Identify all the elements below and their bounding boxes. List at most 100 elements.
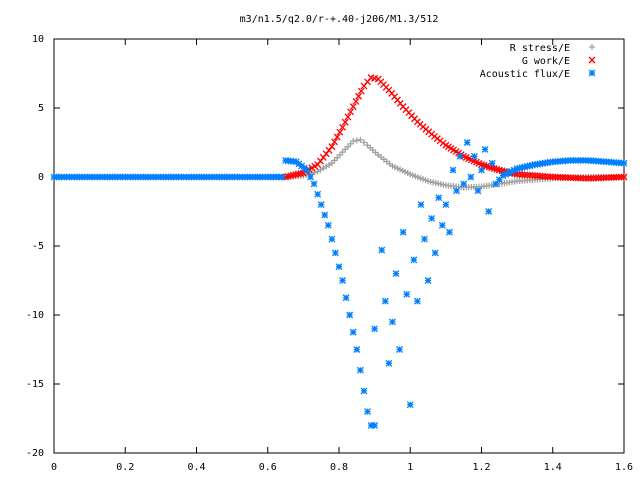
data-point bbox=[328, 143, 336, 151]
y-tick-label: -10 bbox=[26, 310, 44, 321]
data-point bbox=[307, 173, 314, 181]
data-point bbox=[507, 168, 515, 175]
y-tick-label: 5 bbox=[38, 103, 44, 114]
data-point bbox=[396, 346, 404, 353]
legend-marker bbox=[588, 56, 596, 64]
legend-marker bbox=[589, 44, 595, 50]
axes: 0 0.2 0.4 0.6 0.8 1 1.2 1.4 1.6 10 5 0 -5 -10 -15 -20 bbox=[26, 34, 633, 473]
data-point bbox=[336, 128, 344, 136]
data-point bbox=[388, 318, 396, 326]
series-star bbox=[50, 139, 628, 429]
legend-label: R stress/E bbox=[510, 43, 570, 54]
data-point bbox=[617, 173, 625, 181]
data-point bbox=[385, 359, 393, 367]
data-point bbox=[333, 133, 341, 141]
data-point bbox=[406, 401, 414, 409]
data-point bbox=[353, 137, 360, 144]
data-point bbox=[582, 174, 590, 182]
x-tick-label: 0.2 bbox=[116, 462, 134, 473]
x-tick-label: 0.4 bbox=[187, 462, 205, 473]
data-point bbox=[456, 152, 464, 160]
x-tick-label: 1.4 bbox=[544, 462, 562, 473]
data-point bbox=[378, 246, 386, 254]
data-point bbox=[505, 169, 513, 177]
data-point bbox=[445, 228, 453, 236]
y-tick-label: 0 bbox=[38, 172, 44, 183]
x-tick-label: 1.6 bbox=[615, 462, 633, 473]
data-point bbox=[492, 180, 500, 188]
data-point bbox=[442, 201, 450, 209]
data-point bbox=[341, 118, 349, 126]
data-point bbox=[410, 256, 418, 264]
data-point bbox=[460, 180, 468, 188]
data-point bbox=[481, 145, 489, 153]
legend-label: Acoustic flux/E bbox=[480, 69, 570, 80]
data-point bbox=[478, 166, 485, 174]
plot-frame bbox=[53, 38, 625, 454]
data-point bbox=[499, 172, 507, 180]
legend: R stress/E G work/E Acoustic flux/E bbox=[480, 43, 596, 80]
data-point bbox=[346, 311, 354, 319]
data-point bbox=[357, 136, 364, 143]
data-point bbox=[335, 263, 343, 271]
data-point bbox=[470, 152, 478, 160]
data-point bbox=[321, 211, 329, 219]
data-point bbox=[620, 159, 628, 167]
data-point bbox=[342, 146, 349, 153]
data-point bbox=[502, 170, 510, 178]
data-point bbox=[403, 290, 411, 298]
data-point bbox=[344, 113, 352, 121]
data-point bbox=[314, 190, 322, 198]
data-point bbox=[474, 187, 482, 195]
series-cross bbox=[282, 74, 628, 182]
data-point bbox=[347, 108, 355, 116]
x-tick-label: 0.6 bbox=[259, 462, 277, 473]
y-tick-label: -15 bbox=[26, 379, 44, 390]
data-point bbox=[392, 270, 400, 278]
data-point bbox=[424, 277, 432, 284]
x-tick-label: 0.8 bbox=[330, 462, 348, 473]
data-point bbox=[360, 387, 368, 395]
data-point bbox=[357, 87, 365, 95]
data-point bbox=[310, 180, 318, 188]
data-point bbox=[367, 421, 375, 429]
data-point bbox=[342, 294, 350, 302]
data-point bbox=[421, 235, 428, 243]
data-point bbox=[355, 92, 363, 100]
data-point bbox=[331, 249, 339, 257]
data-point bbox=[488, 159, 496, 167]
data-point bbox=[328, 235, 336, 243]
data-point bbox=[428, 214, 436, 222]
legend-marker bbox=[588, 69, 596, 77]
data-point bbox=[463, 139, 471, 146]
data-point bbox=[339, 277, 347, 284]
x-tick-label: 1.2 bbox=[472, 462, 490, 473]
data-point bbox=[317, 201, 325, 209]
data-point bbox=[339, 149, 346, 156]
data-point bbox=[364, 408, 371, 416]
data-point bbox=[328, 160, 335, 167]
data-point bbox=[353, 346, 361, 353]
data-point bbox=[331, 138, 339, 146]
x-tick-label: 0 bbox=[51, 462, 57, 473]
data-marks bbox=[50, 74, 628, 429]
data-point bbox=[485, 208, 493, 215]
data-point bbox=[356, 366, 364, 374]
data-point bbox=[331, 157, 338, 164]
data-point bbox=[360, 139, 367, 146]
data-point bbox=[413, 297, 421, 305]
data-point bbox=[467, 173, 475, 181]
x-tick-label: 1 bbox=[407, 462, 413, 473]
data-point bbox=[495, 176, 503, 184]
data-point bbox=[350, 138, 357, 145]
legend-label: G work/E bbox=[522, 56, 570, 67]
data-point bbox=[349, 103, 357, 111]
data-point bbox=[399, 228, 407, 236]
data-point bbox=[334, 154, 341, 161]
data-point bbox=[449, 166, 457, 174]
data-point bbox=[278, 173, 286, 181]
data-point bbox=[339, 123, 347, 131]
data-point bbox=[336, 151, 343, 158]
data-point bbox=[417, 201, 425, 209]
